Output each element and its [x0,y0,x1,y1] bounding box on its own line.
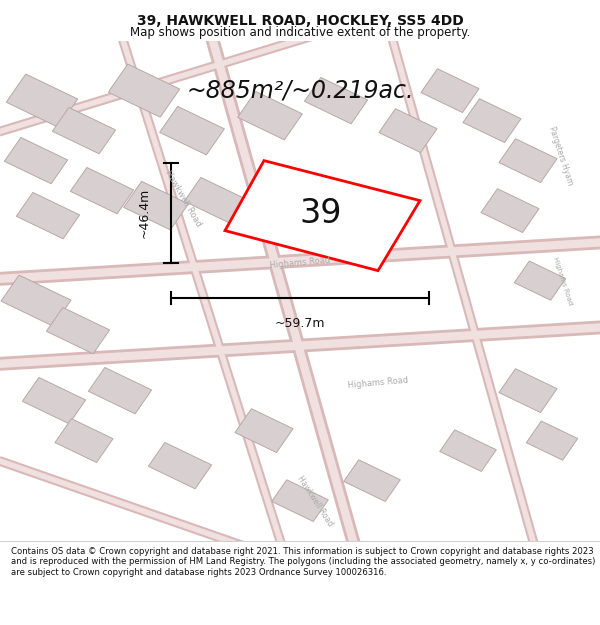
Polygon shape [481,189,539,232]
Polygon shape [184,177,248,224]
Polygon shape [160,106,224,155]
Polygon shape [272,480,328,521]
Polygon shape [16,192,80,239]
Polygon shape [52,107,116,154]
Polygon shape [55,419,113,462]
Polygon shape [22,378,86,424]
Text: ~885m²/~0.219ac.: ~885m²/~0.219ac. [186,79,414,102]
Polygon shape [499,369,557,413]
Polygon shape [421,69,479,112]
Polygon shape [235,409,293,452]
Polygon shape [4,138,68,184]
Polygon shape [6,74,78,128]
Polygon shape [1,275,71,326]
Polygon shape [108,64,180,118]
Polygon shape [379,109,437,152]
Polygon shape [499,139,557,182]
Polygon shape [238,91,302,140]
Polygon shape [46,308,110,354]
Polygon shape [88,368,152,414]
Polygon shape [440,430,496,471]
Text: Pargeters Hyam: Pargeters Hyam [547,125,575,186]
Text: 39, HAWKWELL ROAD, HOCKLEY, SS5 4DD: 39, HAWKWELL ROAD, HOCKLEY, SS5 4DD [137,14,463,28]
Polygon shape [148,442,212,489]
Text: Highams Road: Highams Road [347,376,409,390]
Text: Highams Road: Highams Road [552,256,574,306]
Text: Highams Road: Highams Road [269,256,331,270]
Text: ~59.7m: ~59.7m [275,317,325,329]
Text: Contains OS data © Crown copyright and database right 2021. This information is : Contains OS data © Crown copyright and d… [11,547,595,577]
Polygon shape [304,78,368,124]
Polygon shape [526,421,578,460]
Polygon shape [124,181,188,230]
Text: 39: 39 [300,197,342,229]
Polygon shape [70,168,134,214]
Polygon shape [225,161,420,271]
Text: Map shows position and indicative extent of the property.: Map shows position and indicative extent… [130,26,470,39]
Text: ~46.4m: ~46.4m [137,188,151,238]
Polygon shape [514,261,566,300]
Polygon shape [344,460,400,501]
Polygon shape [463,99,521,142]
Text: Hawkwell Road: Hawkwell Road [163,168,203,228]
Text: Hawkwell Road: Hawkwell Road [295,474,335,528]
